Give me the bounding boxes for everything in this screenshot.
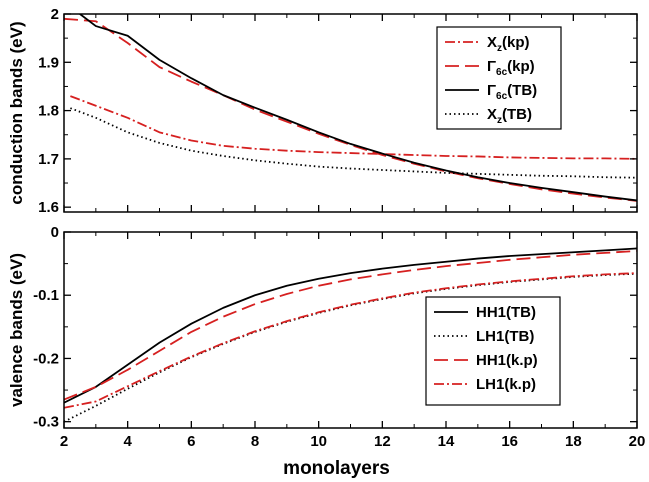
x-tick-label: 20: [629, 433, 646, 450]
y-tick-label: -0.1: [33, 287, 59, 304]
legend-label: HH1(TB): [476, 304, 536, 321]
series-line-2: [64, 250, 637, 401]
y-tick-label: 0: [51, 224, 59, 241]
y-tick-label: -0.3: [33, 414, 59, 431]
x-tick-label: 4: [123, 433, 132, 450]
x-tick-label: 16: [501, 433, 518, 450]
y-tick-label: 1.6: [38, 199, 59, 216]
x-tick-label: 10: [310, 433, 327, 450]
x-tick-label: 2: [60, 433, 68, 450]
y-axis-title: valence bands (eV): [7, 253, 26, 407]
legend-label: HH1(k.p): [476, 352, 538, 369]
series-lines: [64, 247, 637, 423]
y-tick-label: 1.7: [38, 151, 59, 168]
legend-box: [425, 296, 561, 406]
y-axis-title: conduction bands (eV): [7, 21, 26, 204]
x-tick-label: 8: [251, 433, 259, 450]
panel-valence: 2 4 6 8 10 12 14 16 18 20 -0.3 -0.2 -0.1 0 valence ban…: [7, 224, 645, 479]
panel-conduction: 1.6 1.7 1.8 1.9 2 conduction bands (eV) Xz(kp)…: [7, 6, 638, 216]
x-tick-label: 18: [565, 433, 582, 450]
y-tick-label: 1.9: [38, 54, 59, 71]
series-line-0: [64, 247, 637, 404]
y-tick-label: 2: [51, 6, 59, 23]
series-line-1: [64, 17, 637, 202]
legend: Xz(kp) Γ6c(kp) Γ6c(TB) Xz(TB): [436, 26, 562, 130]
legend-label: LH1(k.p): [476, 376, 536, 393]
legend-label: Xz(TB): [487, 106, 532, 126]
x-axis-title: monolayers: [283, 458, 390, 479]
legend-label: Xz(kp): [487, 34, 530, 54]
legend-label: Γ6c(TB): [487, 82, 537, 102]
series-lines: [64, 14, 637, 202]
legend: HH1(TB) LH1(TB) HH1(k.p) LH1(k.p): [425, 296, 561, 406]
x-tick-label: 12: [374, 433, 391, 450]
y-tick-label: 1.8: [38, 103, 59, 120]
x-tick-label: 6: [187, 433, 195, 450]
legend-label: Γ6c(kp): [487, 58, 535, 78]
series-line-0: [70, 95, 637, 160]
legend-box: [436, 26, 562, 130]
y-tick-label: -0.2: [33, 350, 59, 367]
legend-label: LH1(TB): [476, 328, 534, 345]
series-line-3: [70, 107, 637, 179]
series-line-2: [79, 14, 637, 202]
x-tick-label: 14: [438, 433, 455, 450]
